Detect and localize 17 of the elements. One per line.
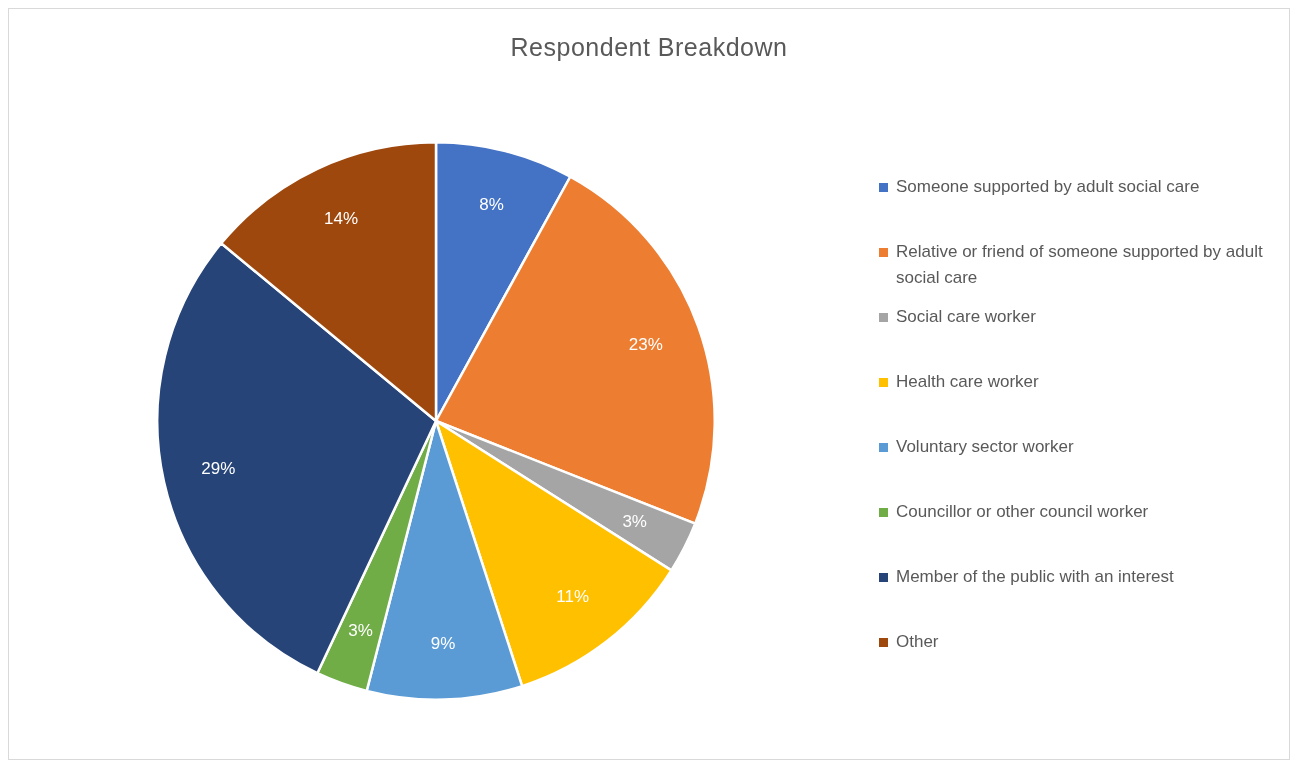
legend-label: Voluntary sector worker — [896, 436, 1074, 458]
data-label: 3% — [348, 620, 373, 640]
data-label: 29% — [201, 459, 236, 479]
data-label: 23% — [628, 335, 663, 355]
data-label: 3% — [622, 511, 647, 531]
data-label: 14% — [324, 208, 359, 228]
chart-title: Respondent Breakdown — [509, 33, 789, 62]
data-label: 9% — [430, 633, 456, 653]
legend-label: Member of the public with an interest — [896, 566, 1174, 588]
legend-label: Someone supported by adult social care — [896, 176, 1200, 198]
legend-label: Social care worker — [896, 306, 1036, 328]
data-label: 8% — [479, 194, 504, 214]
legend-label: Councillor or other council worker — [896, 501, 1149, 523]
legend-label: Other — [896, 631, 939, 653]
legend-label: Health care worker — [896, 371, 1039, 393]
data-label: 11% — [556, 586, 590, 606]
legend-label: Relative or friend of someone supported by adult social care — [896, 241, 1264, 289]
